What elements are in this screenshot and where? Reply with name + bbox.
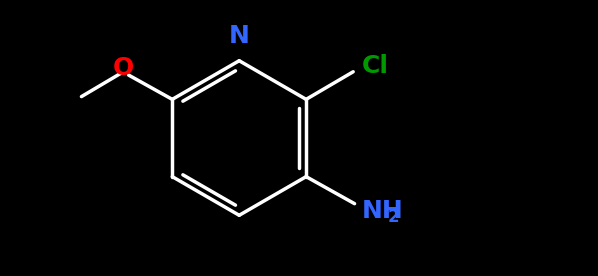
Text: N: N bbox=[229, 24, 249, 48]
Text: 2: 2 bbox=[388, 208, 399, 227]
Text: O: O bbox=[112, 56, 134, 79]
Text: Cl: Cl bbox=[361, 54, 389, 78]
Text: NH: NH bbox=[361, 199, 403, 223]
